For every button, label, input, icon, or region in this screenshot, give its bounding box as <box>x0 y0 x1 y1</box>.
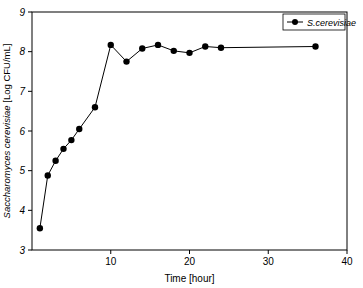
plot-frame <box>32 12 347 250</box>
data-point <box>45 172 51 178</box>
data-point <box>68 137 74 143</box>
x-tick-label: 10 <box>105 256 117 267</box>
data-point <box>123 58 129 64</box>
data-point <box>202 43 208 49</box>
plot-area <box>37 42 319 232</box>
data-point <box>312 43 318 49</box>
data-point <box>37 225 43 231</box>
legend-label: S.cerevisiae <box>307 18 356 28</box>
data-point <box>76 126 82 132</box>
x-tick-label: 30 <box>263 256 275 267</box>
data-point <box>218 45 224 51</box>
data-point <box>139 45 145 51</box>
y-tick-label: 6 <box>19 126 25 137</box>
x-tick-label: 40 <box>341 256 353 267</box>
x-tick <box>347 250 348 254</box>
y-tick <box>28 12 32 13</box>
legend-marker <box>292 19 298 25</box>
y-tick-label: 4 <box>19 205 25 216</box>
x-tick <box>268 250 269 254</box>
y-tick-label: 7 <box>19 86 25 97</box>
chart: 10 20 30 40 3 4 5 6 7 8 9 Time [hour] Saccharomyces … <box>0 0 363 288</box>
x-tick-label: 20 <box>184 256 196 267</box>
x-tick <box>189 250 190 254</box>
y-tick-label: 3 <box>19 245 25 256</box>
data-point <box>60 146 66 152</box>
series-line <box>40 45 316 228</box>
y-tick-label: 8 <box>19 46 25 57</box>
chart-container: 10 20 30 40 3 4 5 6 7 8 9 Time [hour] Saccharomyces … <box>0 0 363 288</box>
y-tick <box>28 51 32 52</box>
data-point <box>155 42 161 48</box>
x-tick <box>110 250 111 254</box>
y-tick <box>28 91 32 92</box>
y-tick <box>28 210 32 211</box>
data-point <box>186 50 192 56</box>
data-point <box>52 158 58 164</box>
y-tick <box>28 250 32 251</box>
data-point <box>108 42 114 48</box>
y-tick-label: 9 <box>19 7 25 18</box>
data-point <box>92 104 98 110</box>
y-tick <box>28 170 32 171</box>
x-axis-title: Time [hour] <box>164 273 214 284</box>
y-tick-label: 5 <box>19 165 25 176</box>
y-tick <box>28 131 32 132</box>
data-point <box>171 48 177 54</box>
y-axis-title: Saccharomyces cerevisiae [Log CFU/mL] <box>1 44 12 219</box>
